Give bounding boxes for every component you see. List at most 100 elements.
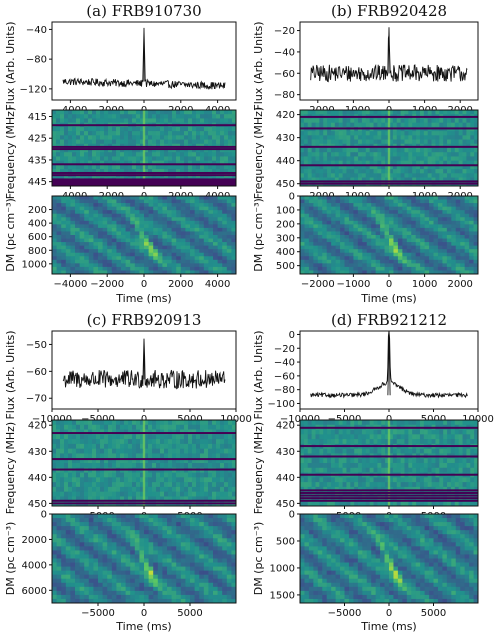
panel-a-dm-cell xyxy=(213,242,218,247)
panel-a-dm-cell xyxy=(180,245,186,250)
panel-b-spectrum-cell xyxy=(431,173,436,178)
panel-c-spectrum-cell xyxy=(132,434,137,440)
panel-a-spectrum-cell xyxy=(140,169,145,174)
panel-a-spectrum-cell xyxy=(184,139,189,145)
panel-a-dm-cell xyxy=(134,231,140,236)
panel-c-dm-cell xyxy=(102,546,108,551)
panel-a-dm-cell xyxy=(125,231,131,236)
panel-a-spectrum-cell xyxy=(228,160,233,166)
panel-a-dm-cell xyxy=(213,259,218,264)
panel-a-spectrum-cell xyxy=(204,148,209,153)
panel-b-dm-cell xyxy=(469,213,474,218)
panel-a-spectrum-cell xyxy=(204,110,209,115)
panel-a-spectrum-cell xyxy=(208,160,213,166)
panel-a-dm-cell xyxy=(194,231,200,236)
panel-c-dm-cell xyxy=(61,518,67,523)
panel-a-dm-cell xyxy=(203,235,209,239)
panel-a-spectrum-cell xyxy=(80,126,85,132)
panel-b-dm-cell xyxy=(415,231,421,236)
panel-b-dm-cell xyxy=(371,238,377,243)
panel-c-spectrum-cell xyxy=(160,458,165,464)
panel-c-spectrum-cell xyxy=(180,443,185,450)
panel-a-dm-cell xyxy=(102,235,108,239)
panel-a-spectrum-cell xyxy=(168,139,173,145)
panel-a-spectrum-cell xyxy=(212,139,217,145)
panel-a-dm-cell xyxy=(203,270,209,275)
panel-b-dm-cell xyxy=(362,227,368,232)
panel-a-dm-cell xyxy=(231,231,237,236)
panel-b-dm-cell xyxy=(308,224,314,229)
panel-b-spectrum-cell xyxy=(327,160,332,166)
panel-b-dm-cell xyxy=(393,220,399,225)
panel-b-dm-cell xyxy=(348,213,354,218)
panel-a-dm-cell xyxy=(79,217,85,222)
panel-c-spectrum-cell xyxy=(200,420,205,426)
panel-b-dm-cell xyxy=(429,235,434,239)
panel-a-dm-cell xyxy=(167,238,172,243)
panel-b-dm-cell xyxy=(371,266,377,271)
panel-b-spectrum-cell xyxy=(431,122,436,128)
panel-c-spectrum-cell xyxy=(232,482,237,488)
panel-a-dm-cell xyxy=(153,235,159,239)
panel-b-dm-cell xyxy=(331,249,336,254)
panel-c-spectrum-cell xyxy=(132,472,137,478)
panel-a-spectrum-cell xyxy=(56,118,61,124)
panel-c-dm-cell xyxy=(139,530,145,535)
panel-b-dm-cell xyxy=(313,213,319,218)
panel-b-spectrum-cell xyxy=(431,131,436,136)
panel-c-dm-cell xyxy=(125,562,131,567)
panel-a-dm-cell xyxy=(162,220,168,225)
panel-c-spectrum-cell xyxy=(116,424,121,430)
panel-a-spectrum-cell xyxy=(220,110,225,115)
panel-c-spectrum-cell xyxy=(108,491,113,497)
panel-a-dm-cell xyxy=(231,235,237,239)
panel-a-spectrum-cell xyxy=(52,169,57,174)
panel-b-spectrum-cell xyxy=(408,164,413,170)
panel-b-dm-cell xyxy=(344,266,350,271)
panel-c-spectrum-cell xyxy=(72,424,77,430)
panel-b-dm-cell xyxy=(348,242,354,247)
panel-a-spectrum-cell xyxy=(196,110,201,115)
panel-c-dm-cell xyxy=(56,518,62,523)
panel-c-dm-cell xyxy=(70,514,76,519)
panel-c-spectrum-cell xyxy=(136,453,141,459)
panel-b-dm-cell xyxy=(469,199,474,204)
panel-a-dm-cell xyxy=(176,256,182,261)
panel-b-spectrum-cell xyxy=(334,148,340,153)
panel-a-spectrum-cell xyxy=(144,156,149,162)
panel-a-spectrum-cell xyxy=(216,148,221,153)
panel-b-dm-cell xyxy=(362,203,368,208)
panel-b-spectrum-cell xyxy=(458,173,463,178)
panel-b-spectrum-cell xyxy=(323,156,328,162)
panel-b-spectrum-cell xyxy=(346,156,351,162)
panel-b-spectrum-cell xyxy=(412,131,417,136)
panel-c-spectrum-cell xyxy=(56,453,61,459)
panel-a-dm-cell xyxy=(194,224,200,229)
panel-b-spectrum-cell xyxy=(404,131,409,136)
panel-b-spectrum-cell xyxy=(443,169,448,174)
panel-a-spectrum-cell xyxy=(124,148,129,153)
panel-a-spectrum-cell xyxy=(224,118,229,124)
panel-b-spectrum-cell xyxy=(311,169,316,174)
panel-a-dm-cell xyxy=(65,224,71,229)
panel-b-dm-cell xyxy=(313,217,319,222)
panel-b-dm-cell xyxy=(304,196,310,200)
panel-a-dm-cell xyxy=(185,224,191,229)
panel-a-dm-cell xyxy=(199,252,205,257)
panel-b-dm-cell xyxy=(402,199,408,204)
panel-c-dm-cell xyxy=(56,522,62,527)
panel-a-dm-cell xyxy=(180,224,186,229)
panel-c-spectrum-cell xyxy=(192,486,197,493)
panel-a-dm-cell xyxy=(134,220,140,225)
panel-a-spectrum-cell xyxy=(84,126,89,132)
panel-c-dm-cell xyxy=(134,522,140,527)
panel-c-spectrum-cell xyxy=(80,434,85,440)
panel-a-spectrum-cell xyxy=(216,135,221,140)
panel-c-dm-cell xyxy=(130,546,136,551)
panel-c-spectrum-cell xyxy=(160,448,165,454)
panel-a-dm-cell xyxy=(102,252,108,257)
panel-c-spectrum-cell xyxy=(64,424,69,430)
panel-a-dm-cell xyxy=(144,220,149,225)
panel-c-dm-cell xyxy=(75,518,80,523)
panel-c-dm-cell xyxy=(176,554,182,559)
